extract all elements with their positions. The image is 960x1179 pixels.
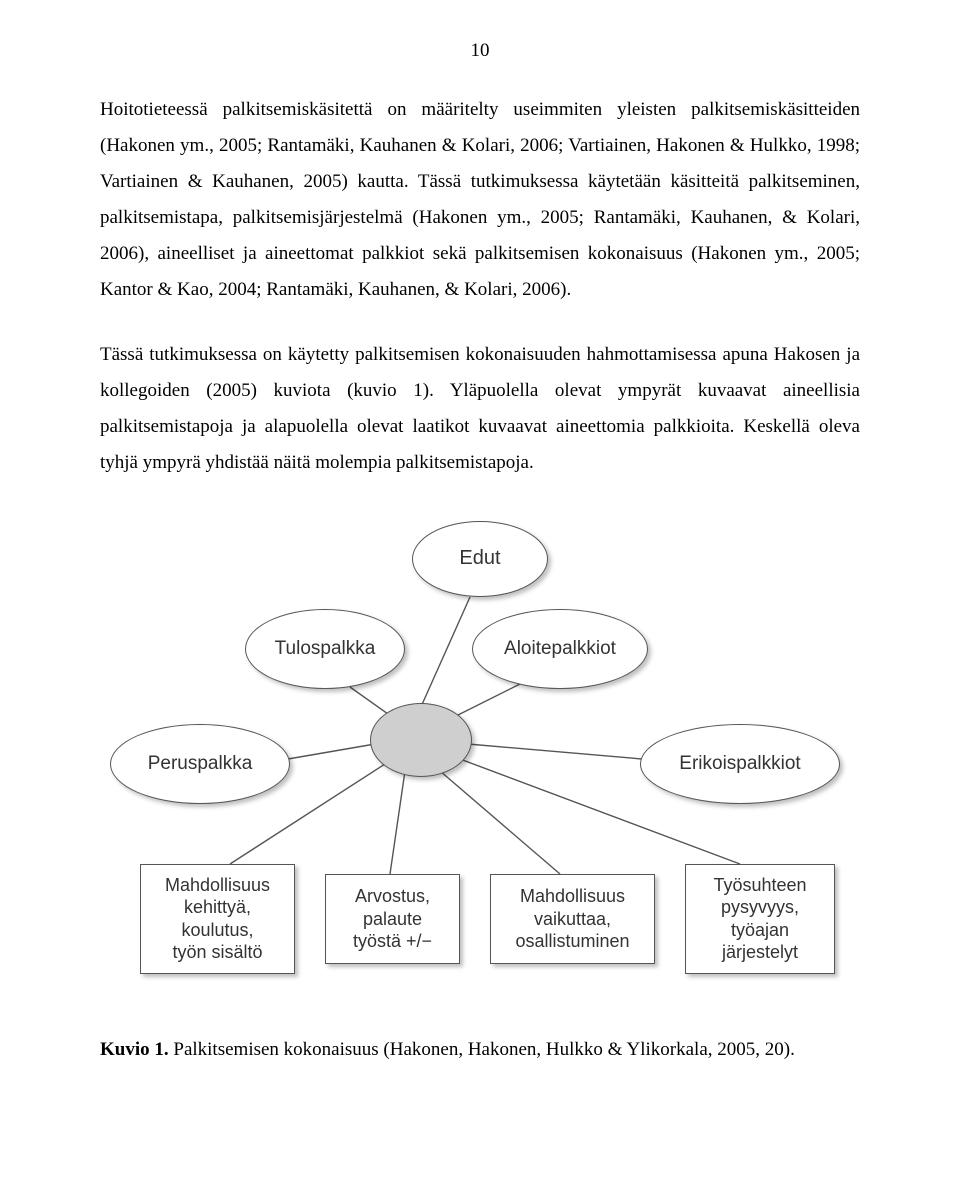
caption-label: Kuvio 1. <box>100 1039 169 1060</box>
page-number: 10 <box>100 40 860 62</box>
caption-text: Palkitsemisen kokonaisuus (Hakonen, Hako… <box>169 1039 795 1060</box>
paragraph-2: Tässä tutkimuksessa on käytetty palkitse… <box>100 337 860 481</box>
diagram-hub <box>370 703 472 777</box>
node-tulospalkka: Tulospalkka <box>245 609 405 689</box>
node-aloitepalkkiot: Aloitepalkkiot <box>472 609 648 689</box>
page: 10 Hoitotieteessä palkitsemiskäsitettä o… <box>0 0 960 1140</box>
node-edut: Edut <box>412 521 548 597</box>
figure-caption: Kuvio 1. Palkitsemisen kokonaisuus (Hako… <box>100 1039 860 1061</box>
node-peruspalkka: Peruspalkka <box>110 724 290 804</box>
node-erikoispalkkiot: Erikoispalkkiot <box>640 724 840 804</box>
node-kehittya: Mahdollisuuskehittyä,koulutus,työn sisäl… <box>140 864 295 974</box>
node-tyosuhde: Työsuhteenpysyvyys,työajanjärjestelyt <box>685 864 835 974</box>
paragraph-1: Hoitotieteessä palkitsemiskäsitettä on m… <box>100 92 860 309</box>
diagram-canvas: EdutTulospalkka Aloitepalkkiot Peruspalkka… <box>100 509 860 989</box>
node-vaikuttaa: Mahdollisuusvaikuttaa,osallistuminen <box>490 874 655 964</box>
diagram-kuvio-1: EdutTulospalkka Aloitepalkkiot Peruspalkka… <box>100 509 860 989</box>
node-arvostus: Arvostus,palautetyöstä +/− <box>325 874 460 964</box>
